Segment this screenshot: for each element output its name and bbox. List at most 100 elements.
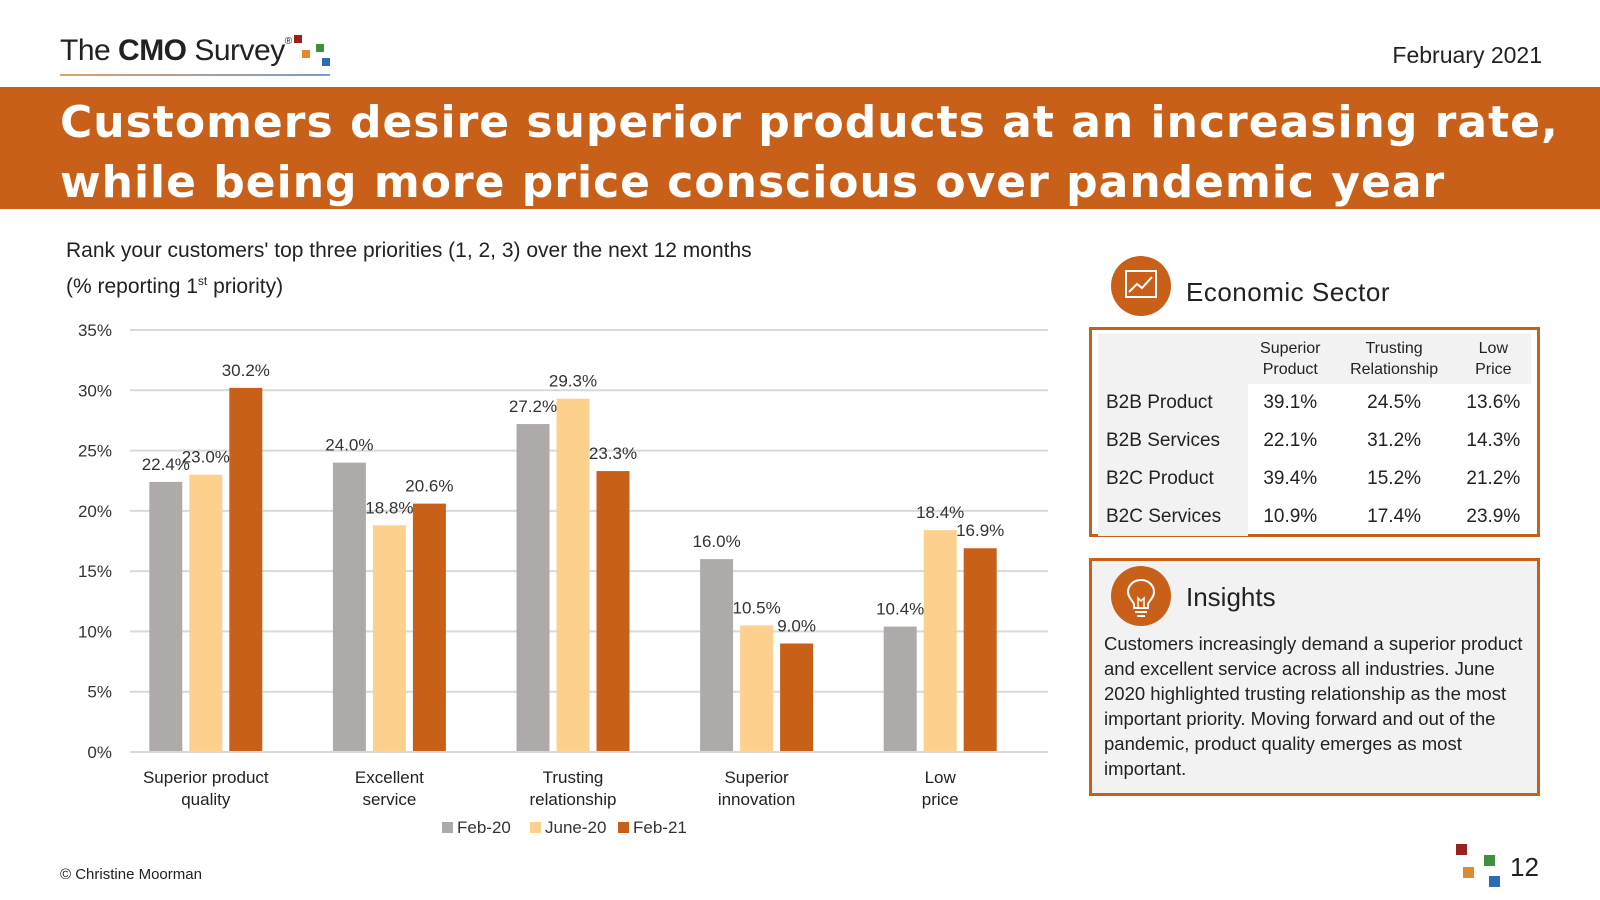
copyright-notice: © Christine Moorman [60, 866, 202, 883]
column-header-trusting-relationship: Trusting Relationship [1332, 334, 1456, 384]
bar-feb-20 [516, 424, 550, 752]
data-label: 18.8% [365, 498, 413, 517]
data-label: 10.5% [732, 598, 780, 617]
y-tick-label: 25% [78, 442, 112, 461]
col-header-line: Price [1475, 361, 1512, 378]
table-cell: 23.9% [1466, 506, 1521, 527]
x-category-label: Superior product [143, 768, 269, 787]
economic-sector-box: Superior Product Trusting Relationship Low… [1089, 327, 1540, 537]
bar-feb-21 [229, 387, 263, 752]
logo-square-orange [302, 50, 310, 58]
data-label: 20.6% [405, 477, 453, 496]
logo-text-survey: Survey [186, 34, 285, 67]
table-corner [1098, 334, 1248, 384]
table-cell: 31.2% [1367, 430, 1422, 451]
economic-sector-title: Economic Sector [1186, 277, 1391, 307]
x-category-label: quality [181, 790, 231, 809]
legend-swatch-june-20 [530, 822, 541, 833]
insights-text: Customers increasingly demand a superior… [1104, 633, 1523, 779]
bar-june-20 [740, 625, 774, 752]
lightbulb-icon [1111, 566, 1171, 626]
table-cell: 13.6% [1466, 392, 1521, 413]
table-cell: 17.4% [1367, 506, 1422, 527]
y-tick-label: 20% [78, 502, 112, 521]
subtitle-superscript: st [197, 274, 208, 288]
row-label: B2B Services [1098, 422, 1248, 460]
footer-square-blue [1489, 876, 1500, 887]
bar-feb-20 [332, 462, 366, 752]
table-cell: 24.5% [1367, 392, 1422, 413]
bar-feb-21 [596, 471, 630, 752]
x-category-label: service [362, 790, 416, 809]
x-category-label: Low [925, 768, 957, 787]
col-header-line: Low [1478, 340, 1508, 357]
bar-feb-21 [780, 643, 814, 752]
data-label: 23.0% [182, 448, 230, 467]
legend-swatch-feb-21 [618, 822, 629, 833]
x-category-label: Excellent [355, 768, 424, 787]
bar-june-20 [189, 474, 223, 752]
y-tick-label: 10% [78, 622, 112, 641]
logo-wordmark: The CMO Survey® [60, 34, 292, 68]
bar-june-20 [556, 398, 590, 752]
table-row: B2C Services 10.9% 17.4% 23.9% [1098, 498, 1531, 536]
logo-underline [60, 74, 330, 76]
col-header-line: Product [1262, 361, 1318, 378]
page-number: 12 [1510, 852, 1539, 882]
y-tick-label: 35% [78, 321, 112, 340]
x-category-label: price [922, 790, 959, 809]
bar-feb-21 [412, 503, 446, 752]
row-label: B2C Services [1098, 498, 1248, 536]
bar-june-20 [372, 525, 406, 752]
legend-swatch-feb-20 [442, 822, 453, 833]
col-header-line: Superior [1260, 340, 1321, 357]
data-label: 10.4% [876, 600, 924, 619]
data-label: 29.3% [549, 372, 597, 391]
x-category-label: innovation [718, 790, 796, 809]
y-tick-label: 5% [87, 683, 112, 702]
legend-label: Feb-20 [457, 818, 511, 837]
footer-square-red [1456, 844, 1467, 855]
y-tick-label: 15% [78, 562, 112, 581]
data-label: 23.3% [589, 444, 637, 463]
bar-june-20 [923, 530, 957, 752]
logo-square-blue [322, 58, 330, 66]
table-cell: 21.2% [1466, 468, 1521, 489]
insights-title: Insights [1186, 582, 1276, 612]
legend-label: June-20 [545, 818, 606, 837]
footer-square-green [1484, 855, 1495, 866]
chart-subtitle-line2: (% reporting 1st priority) [66, 266, 752, 302]
table-row: B2B Services 22.1% 31.2% 14.3% [1098, 422, 1531, 460]
data-label: 22.4% [142, 455, 190, 474]
table-row: B2B Product 39.1% 24.5% 13.6% [1098, 384, 1531, 422]
table-cell: 14.3% [1466, 430, 1521, 451]
page-title: Customers desire superior products at an… [60, 97, 1559, 208]
table-row: B2C Product 39.4% 15.2% 21.2% [1098, 460, 1531, 498]
bar-feb-21 [963, 548, 997, 752]
subtitle-line2-pre: (% reporting 1 [66, 275, 198, 298]
row-label: B2C Product [1098, 460, 1248, 498]
logo-text-cmo: CMO [118, 34, 187, 67]
data-label: 9.0% [777, 616, 816, 635]
data-label: 27.2% [509, 397, 557, 416]
logo-square-red [294, 35, 302, 43]
x-category-label: Superior [724, 768, 789, 787]
title-banner: Customers desire superior products at an… [0, 87, 1600, 209]
data-label: 24.0% [325, 436, 373, 455]
bar-feb-20 [149, 481, 183, 752]
column-header-superior-product: Superior Product [1248, 334, 1333, 384]
table-cell: 10.9% [1263, 506, 1318, 527]
x-category-label: relationship [530, 790, 617, 809]
logo-registered-mark: ® [284, 36, 292, 47]
logo-square-green [316, 44, 324, 52]
footer-square-orange [1463, 867, 1474, 878]
data-label: 16.0% [692, 532, 740, 551]
y-tick-label: 0% [87, 743, 112, 762]
chart-subtitle-line1: Rank your customers' top three prioritie… [66, 239, 752, 262]
legend-label: Feb-21 [633, 818, 687, 837]
logo-text-the: The [60, 34, 119, 67]
insights-box [1089, 558, 1540, 796]
column-header-low-price: Low Price [1455, 334, 1531, 384]
chart-subtitle: Rank your customers' top three prioritie… [66, 236, 752, 302]
economic-sector-table: Superior Product Trusting Relationship Low… [1098, 334, 1531, 536]
